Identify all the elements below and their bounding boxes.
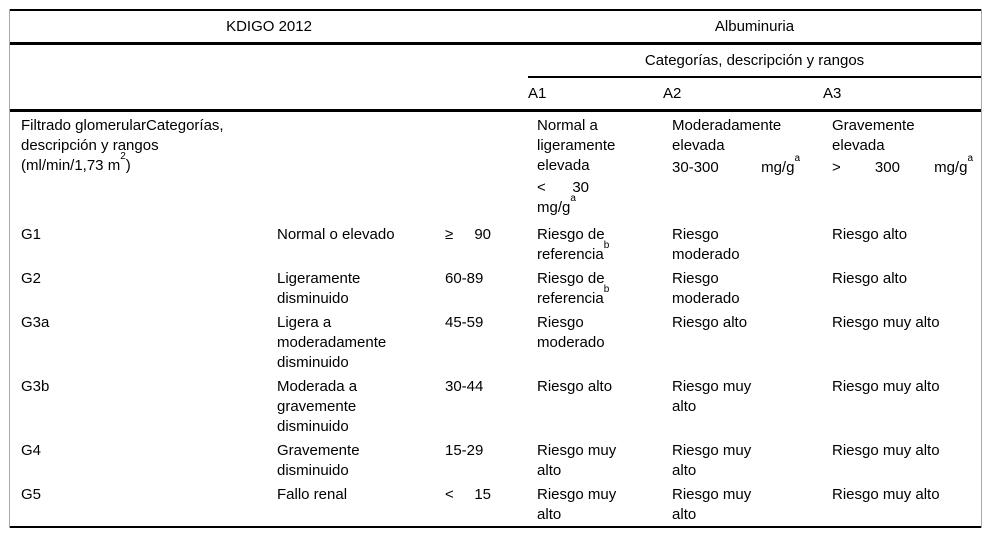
superscript-2: 2	[120, 151, 126, 162]
row-code: G3b	[21, 378, 50, 395]
risk-a3: Riesgo muy alto	[832, 486, 940, 503]
gfr-label-cell: Filtrado glomerularCategorías, descripci…	[10, 111, 528, 223]
a1-range-unit: mg/ga	[537, 193, 576, 217]
row-code: G5	[21, 486, 42, 503]
row-range: 60-89	[445, 270, 484, 287]
row-code: G2	[21, 270, 42, 287]
risk-a2: Riesgo muy alto	[672, 442, 752, 479]
row-description: Normal o elevado	[277, 226, 395, 243]
risk-a1: Riesgo muy alto	[537, 442, 617, 479]
a2-range: 30-300 mg/ga	[672, 153, 801, 177]
row-range: 30-44	[445, 378, 484, 395]
table-row-g4: G4 Gravemente disminuido 15-29 Riesgo mu…	[10, 438, 981, 482]
descriptor-row: Filtrado glomerularCategorías, descripci…	[10, 111, 981, 223]
table-title-right: Albuminuria	[528, 10, 982, 45]
a1-descriptor-cell: Normal a ligeramente elevada <30 mg/ga	[528, 111, 663, 223]
risk-a2: Riesgo alto	[672, 314, 748, 331]
risk-a2: Riesgo muy alto	[672, 486, 752, 523]
a3-description: Gravemente elevada	[832, 117, 915, 154]
row-code: G4	[21, 442, 42, 459]
footnote-b: b	[603, 240, 610, 251]
table-row-g5: G5 Fallo renal <15 Riesgo muy alto Riesg…	[10, 482, 981, 527]
a2-descriptor-cell: Moderadamente elevada 30-300 mg/ga	[663, 111, 823, 223]
gfr-label: Filtrado glomerularCategorías, descripci…	[21, 117, 224, 174]
row-code: G3a	[21, 314, 50, 331]
risk-a2: Riesgo moderado	[672, 270, 740, 307]
a1-range: <30	[537, 179, 590, 196]
albuminuria-codes-row: A1 A2 A3	[10, 77, 982, 112]
risk-a1: Riesgo muy alto	[537, 486, 617, 523]
table-row-g3b: G3b Moderada a gravemente disminuido 30-…	[10, 374, 981, 438]
risk-a1: Riesgo de referenciab	[537, 226, 610, 263]
risk-a2: Riesgo moderado	[672, 226, 740, 263]
top-header-row: KDIGO 2012 Albuminuria	[10, 10, 982, 45]
col-header-a1: A1	[528, 77, 664, 112]
row-range: <15	[445, 486, 491, 503]
table-title-left: KDIGO 2012	[10, 10, 529, 45]
row-range: 15-29	[445, 442, 484, 459]
risk-a3: Riesgo muy alto	[832, 378, 940, 395]
risk-a3: Riesgo muy alto	[832, 442, 940, 459]
table-row-g2: G2 Ligeramente disminuido 60-89 Riesgo d…	[10, 266, 981, 310]
col-header-a3: A3	[823, 77, 982, 112]
table-row-g1: G1 Normal o elevado ≥90 Riesgo de refere…	[10, 222, 981, 266]
a3-descriptor-cell: Gravemente elevada >300 mg/ga	[823, 111, 981, 223]
table: KDIGO 2012 Albuminuria Categorías, descr…	[10, 9, 982, 528]
a3-range: >300 mg/ga	[832, 153, 974, 177]
table-row-g3a: G3a Ligera a moderadamente disminuido 45…	[10, 310, 981, 374]
footnote-b: b	[603, 284, 610, 295]
row-range: ≥90	[445, 226, 491, 243]
row-description: Gravemente disminuido	[277, 442, 360, 479]
risk-a2: Riesgo muy alto	[672, 378, 752, 415]
footnote-a: a	[570, 193, 576, 204]
risk-a3: Riesgo alto	[832, 270, 908, 287]
risk-a1: Riesgo de referenciab	[537, 270, 610, 307]
risk-a3: Riesgo muy alto	[832, 314, 940, 331]
row-description: Ligera a moderadamente disminuido	[277, 314, 387, 371]
empty-left-header-cell	[10, 43, 529, 112]
subtitle-row: Categorías, descripción y rangos	[10, 43, 982, 112]
footnote-a: a	[967, 153, 974, 164]
a2-description: Moderadamente elevada	[672, 117, 782, 154]
risk-a1: Riesgo moderado	[537, 314, 605, 351]
risk-a3: Riesgo alto	[832, 226, 908, 243]
footnote-a: a	[794, 153, 801, 164]
albuminuria-title: Albuminuria	[714, 17, 795, 35]
row-description: Fallo renal	[277, 486, 348, 503]
albuminuria-subtitle-cell: Categorías, descripción y rangos	[528, 43, 982, 78]
row-description: Moderada a gravemente disminuido	[277, 378, 358, 435]
kdigo-title: KDIGO 2012	[226, 17, 312, 35]
kdigo-risk-table: KDIGO 2012 Albuminuria Categorías, descr…	[9, 9, 982, 528]
row-description: Ligeramente disminuido	[277, 270, 361, 307]
a1-description: Normal a ligeramente elevada	[537, 117, 616, 174]
risk-a1: Riesgo alto	[537, 378, 613, 395]
row-code: G1	[21, 226, 42, 243]
col-header-a2: A2	[663, 77, 824, 112]
row-range: 45-59	[445, 314, 484, 331]
albuminuria-subtitle: Categorías, descripción y rangos	[644, 51, 865, 69]
